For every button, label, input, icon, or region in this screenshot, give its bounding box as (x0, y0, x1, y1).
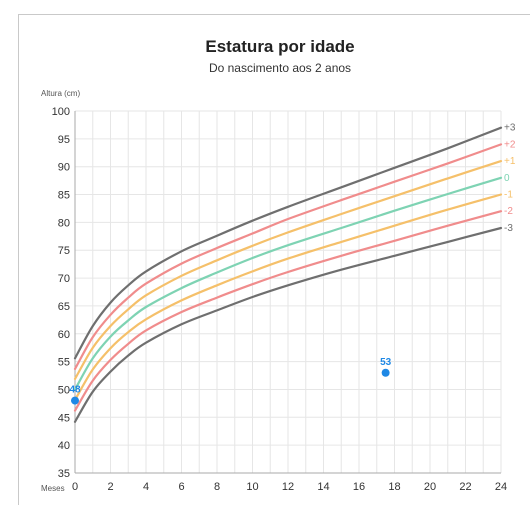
series-label: -3 (504, 223, 513, 234)
series-line (73, 143, 503, 370)
grid (74, 110, 502, 474)
y-tick-label: 40 (58, 440, 70, 452)
y-tick-label: 45 (58, 412, 70, 424)
y-tick-label: 90 (58, 162, 70, 174)
y-tick-label: 80 (58, 217, 70, 229)
y-tick-label: 65 (58, 301, 70, 313)
series-label: +2 (504, 139, 516, 150)
growth-chart: Estatura por idade Do nascimento aos 2 a… (41, 37, 516, 493)
y-axis-label: Altura (cm) (41, 89, 80, 98)
x-tick-label: 20 (424, 481, 436, 493)
x-tick-label: 14 (317, 481, 329, 493)
series-line (73, 210, 503, 412)
series-line (73, 160, 503, 380)
measurement-point-label: 53 (380, 357, 392, 368)
series-label: -1 (504, 190, 513, 201)
y-tick-label: 100 (52, 106, 70, 118)
y-tick-label: 60 (58, 329, 70, 341)
x-tick-label: 22 (459, 481, 471, 493)
x-tick-label: 18 (388, 481, 400, 493)
chart-subtitle: Do nascimento aos 2 anos (209, 61, 351, 75)
series-label: 0 (504, 173, 510, 184)
x-tick-label: 8 (214, 481, 220, 493)
y-tick-label: 55 (58, 357, 70, 369)
series-line (73, 226, 503, 423)
x-tick-label: 2 (107, 481, 113, 493)
x-tick-label: 12 (282, 481, 294, 493)
measurement-point[interactable] (71, 396, 79, 405)
series-label: +3 (504, 123, 516, 134)
x-tick-label: 0 (72, 481, 78, 493)
chart-title: Estatura por idade (205, 37, 354, 56)
series-line (73, 176, 503, 391)
measurement-points: 48 53 (69, 357, 392, 405)
measurement-point[interactable] (381, 368, 390, 377)
x-tick-label: 6 (178, 481, 184, 493)
series-label: -2 (504, 206, 513, 217)
x-axis-label: Meses (41, 484, 65, 493)
y-tick-label: 85 (58, 190, 70, 202)
x-tick-label: 4 (143, 481, 149, 493)
y-tick-label: 70 (58, 273, 70, 285)
y-tick-label: 75 (58, 245, 70, 257)
series-label: +1 (504, 156, 516, 167)
chart-frame: Estatura por idade Do nascimento aos 2 a… (18, 14, 530, 505)
y-tick-label: 95 (58, 134, 70, 146)
y-tick-label: 50 (58, 384, 70, 396)
x-tick-label: 10 (246, 481, 258, 493)
series-line (73, 126, 503, 360)
x-tick-label: 16 (353, 481, 365, 493)
curve-labels: +3 +2 +1 0 -1 -2 -3 (504, 123, 516, 234)
series-line (73, 193, 503, 402)
percentile-curves (73, 126, 503, 423)
y-tick-label: 35 (58, 468, 70, 480)
x-tick-label: 24 (495, 481, 507, 493)
measurement-point-label: 48 (69, 385, 81, 396)
